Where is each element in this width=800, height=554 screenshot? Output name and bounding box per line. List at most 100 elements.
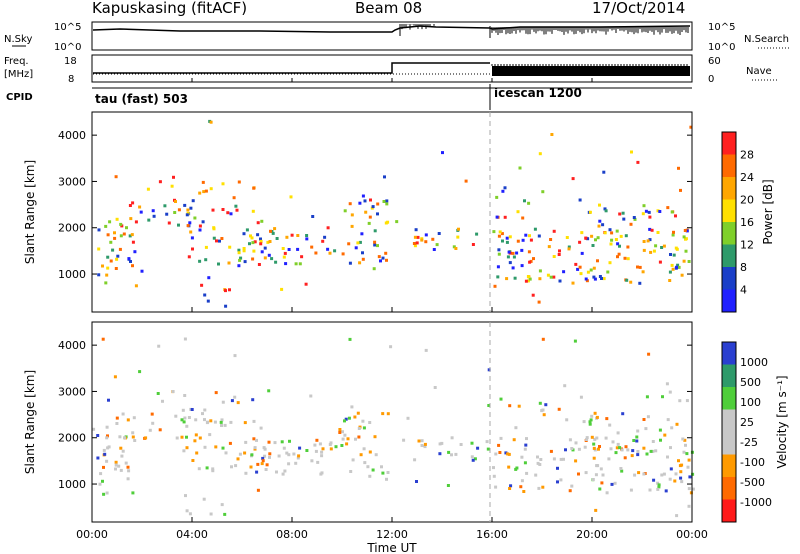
echo-cell <box>354 246 358 250</box>
echo-cell <box>107 398 110 402</box>
echo-cell <box>373 240 377 244</box>
echo-cell <box>648 488 652 492</box>
echo-cell <box>416 235 420 239</box>
power-ylabel: Slant Range [km] <box>23 160 37 264</box>
echo-cell <box>140 269 144 273</box>
colorbar-swatch <box>722 454 736 477</box>
echo-cell <box>102 465 105 469</box>
echo-cell <box>345 442 349 446</box>
echo-cell <box>194 433 198 437</box>
echo-cell <box>183 416 187 420</box>
echo-cell <box>158 428 162 432</box>
echo-cell <box>573 339 577 343</box>
echo-cell <box>435 243 439 247</box>
echo-cell <box>624 445 628 449</box>
colorbar-swatch <box>722 199 736 222</box>
power-panel-frame <box>91 111 693 313</box>
echo-cell <box>550 133 554 136</box>
echo-cell <box>185 509 189 513</box>
velocity-colorbar: 1000 500 100 25 -25 -100 -500 -1000 <box>721 341 772 523</box>
echo-cell <box>618 446 622 450</box>
echo-cell <box>642 248 646 252</box>
echo-cell <box>119 468 123 472</box>
echo-cell <box>598 487 602 491</box>
velocity-colorbar-label: Velocity [m s⁻¹] <box>775 375 789 468</box>
echo-cell <box>204 189 208 193</box>
echo-cell <box>583 445 587 449</box>
echo-cell <box>603 207 607 211</box>
echo-cell <box>270 257 274 261</box>
colorbar-tick: 100 <box>740 396 761 409</box>
echo-cell <box>323 235 327 239</box>
echo-cell <box>518 166 522 170</box>
echo-cell <box>570 447 574 450</box>
echo-cell <box>209 512 213 516</box>
echo-cell <box>656 481 660 485</box>
echo-cell <box>598 219 602 223</box>
echo-cell <box>642 472 646 476</box>
echo-cell <box>341 437 345 441</box>
echo-cell <box>191 459 195 462</box>
echo-cell <box>492 230 496 234</box>
echo-cell <box>619 234 623 238</box>
echo-cell <box>220 424 223 427</box>
echo-cell <box>636 160 640 164</box>
echo-cell <box>156 392 160 395</box>
echo-cell <box>536 461 540 465</box>
power-colorbar-label: Power [dB] <box>761 179 775 244</box>
echo-cell <box>260 219 264 223</box>
echo-cell <box>564 448 567 452</box>
echo-cell <box>264 468 268 471</box>
echo-cell <box>599 467 603 471</box>
echo-cell <box>201 412 204 416</box>
cpid-segment-2: icescan 1200 <box>494 86 582 100</box>
echo-cell <box>544 403 548 407</box>
echo-cell <box>520 248 524 252</box>
echo-cell <box>354 437 357 441</box>
echo-cell <box>565 418 569 422</box>
echo-cell <box>450 436 454 440</box>
echo-cell <box>348 261 352 265</box>
echo-cell <box>682 235 686 239</box>
power-data <box>97 119 693 308</box>
echo-cell <box>565 236 569 239</box>
freq-noise <box>491 64 688 66</box>
echo-cell <box>174 200 177 203</box>
echo-cell <box>635 439 639 443</box>
echo-cell <box>687 260 691 263</box>
colorbar-swatch <box>722 364 736 387</box>
echo-cell <box>379 259 382 263</box>
echo-cell <box>649 449 653 453</box>
echo-cell <box>541 408 545 412</box>
echo-cell <box>233 395 237 399</box>
echo-cell <box>645 452 649 456</box>
nsearch-tick-top: 10^5 <box>708 22 735 33</box>
echo-cell <box>171 390 175 393</box>
echo-cell <box>99 472 103 476</box>
echo-cell <box>359 453 363 457</box>
echo-cell <box>259 239 263 243</box>
echo-cell <box>654 449 658 453</box>
echo-cell <box>237 264 241 268</box>
echo-cell <box>209 187 213 191</box>
echo-cell <box>676 263 680 267</box>
echo-cell <box>255 470 259 474</box>
echo-cell <box>263 246 267 250</box>
echo-cell <box>496 275 500 279</box>
echo-cell <box>242 232 246 236</box>
echo-cell <box>497 234 501 238</box>
echo-cell <box>669 446 672 450</box>
echo-cell <box>517 404 521 408</box>
echo-cell <box>691 487 695 491</box>
y-tick-label: 1000 <box>58 478 86 491</box>
echo-cell <box>524 443 528 447</box>
echo-cell <box>320 454 324 458</box>
echo-cell <box>213 420 217 424</box>
echo-cell <box>338 431 342 434</box>
echo-cell <box>202 190 206 194</box>
echo-cell <box>287 453 291 457</box>
echo-cell <box>371 468 375 472</box>
echo-cell <box>662 244 666 248</box>
echo-cell <box>376 244 379 248</box>
echo-cell <box>326 247 330 251</box>
